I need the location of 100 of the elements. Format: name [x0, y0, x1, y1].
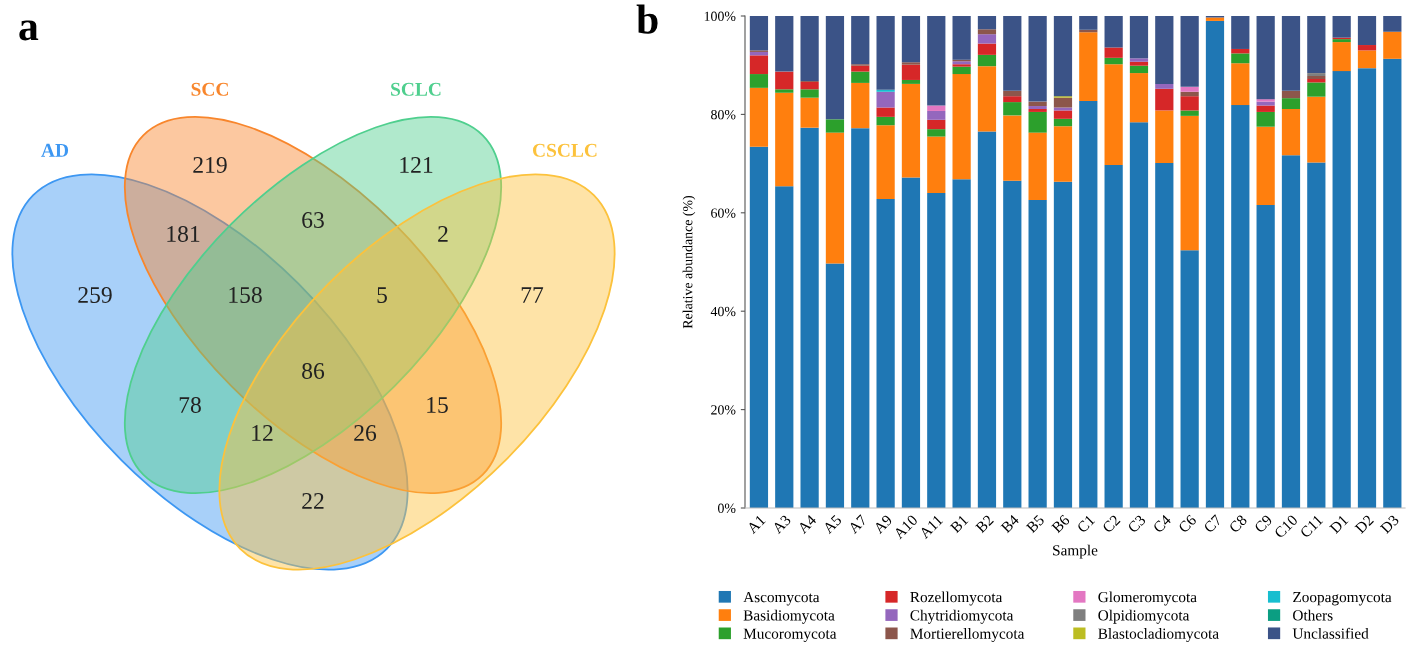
bar [1079, 101, 1098, 508]
bar [1180, 250, 1199, 508]
bar [901, 177, 921, 508]
x-tick-label: C10 [1273, 514, 1299, 539]
y-tick-label: 60% [711, 208, 736, 218]
bar [901, 79, 921, 84]
bar [1256, 204, 1275, 508]
bar [952, 179, 971, 508]
x-tick-label: B6 [1051, 514, 1071, 534]
bar [1155, 88, 1174, 111]
bar [1256, 105, 1275, 112]
bar [1307, 16, 1326, 74]
text: 181 [167, 225, 200, 242]
text: 15 [427, 397, 448, 413]
legend-label: Unclassified [1292, 627, 1369, 639]
x-tick-label: C8 [1228, 514, 1248, 534]
y-tick-label: 40% [710, 306, 736, 317]
bar [851, 71, 870, 83]
bar [1281, 16, 1301, 91]
bar [927, 16, 946, 106]
bar [1231, 105, 1250, 508]
bar [1256, 126, 1275, 205]
bar [800, 97, 819, 128]
bar [775, 92, 794, 187]
bar [1231, 63, 1250, 106]
x-tick-label: A9 [872, 514, 893, 535]
text: 121 [400, 157, 433, 173]
bar [800, 127, 819, 508]
x-tick-label: A11 [918, 514, 944, 540]
bar [1332, 16, 1351, 38]
bar [977, 16, 997, 30]
x-tick-label: C11 [1299, 514, 1324, 539]
legend-label: Rozellomycota [910, 591, 1003, 606]
bar [1003, 96, 1022, 103]
bar [977, 43, 997, 55]
text: SCC [191, 82, 228, 96]
bar [876, 107, 895, 117]
bar [1357, 68, 1377, 508]
legend-label: Glomeromycota [1098, 591, 1197, 606]
x-tick-label: A3 [771, 514, 792, 535]
bar [1383, 16, 1402, 32]
bar [977, 66, 997, 132]
text: 12 [252, 425, 273, 441]
bar [1307, 162, 1326, 508]
bar [1180, 110, 1199, 116]
bar [876, 91, 895, 108]
legend-label: Mortierellomycota [910, 628, 1025, 642]
bar [1079, 16, 1098, 30]
x-tick-label: A10 [892, 514, 919, 540]
legend-label: Ascomycota [743, 592, 820, 606]
bar [825, 263, 845, 508]
bar [1231, 16, 1250, 49]
bar [1129, 122, 1149, 508]
bar [927, 129, 946, 137]
y-axis-title: Relative abundance (%) [682, 195, 696, 329]
y-tick-label: 100% [704, 11, 736, 21]
bar [977, 131, 997, 508]
bar [1129, 58, 1149, 62]
bar [901, 62, 921, 65]
bar [1256, 99, 1275, 102]
bar [1079, 32, 1098, 102]
bar [775, 186, 794, 508]
bar [1028, 200, 1047, 508]
bar [952, 16, 971, 60]
x-tick-label: C4 [1152, 514, 1172, 534]
bar [1129, 16, 1149, 59]
legend-label: Basidiomycota [743, 609, 835, 624]
bar [1357, 50, 1377, 69]
text: a [19, 20, 39, 41]
x-tick-label: B5 [1025, 514, 1045, 534]
bar [1281, 90, 1301, 99]
legend-label: Others [1293, 609, 1333, 621]
x-tick-label: B2 [975, 514, 994, 534]
bar [1104, 165, 1123, 508]
text: 26 [354, 425, 377, 441]
bar [1281, 108, 1301, 156]
bar [1028, 16, 1047, 102]
bar [1256, 16, 1275, 100]
bar [952, 66, 971, 75]
bar [800, 81, 819, 90]
x-tick-label: C7 [1203, 514, 1223, 534]
bar [749, 16, 769, 51]
text: 86 [302, 362, 325, 379]
bar [1307, 96, 1326, 163]
chart-title: b [636, 4, 658, 34]
bar [825, 16, 845, 120]
bar [1129, 65, 1149, 74]
bar [1332, 71, 1351, 508]
legend-label: Chytridiomycota [910, 609, 1014, 624]
bar [901, 83, 921, 178]
bar [1053, 118, 1073, 127]
bar [977, 29, 997, 35]
legend-label: Blastocladiomycota [1098, 628, 1219, 642]
bar [851, 16, 870, 65]
bar [1053, 126, 1073, 182]
bar [876, 116, 895, 126]
bar [1053, 97, 1073, 108]
bar [1256, 101, 1275, 106]
bar [1180, 86, 1199, 92]
bar [901, 16, 921, 63]
